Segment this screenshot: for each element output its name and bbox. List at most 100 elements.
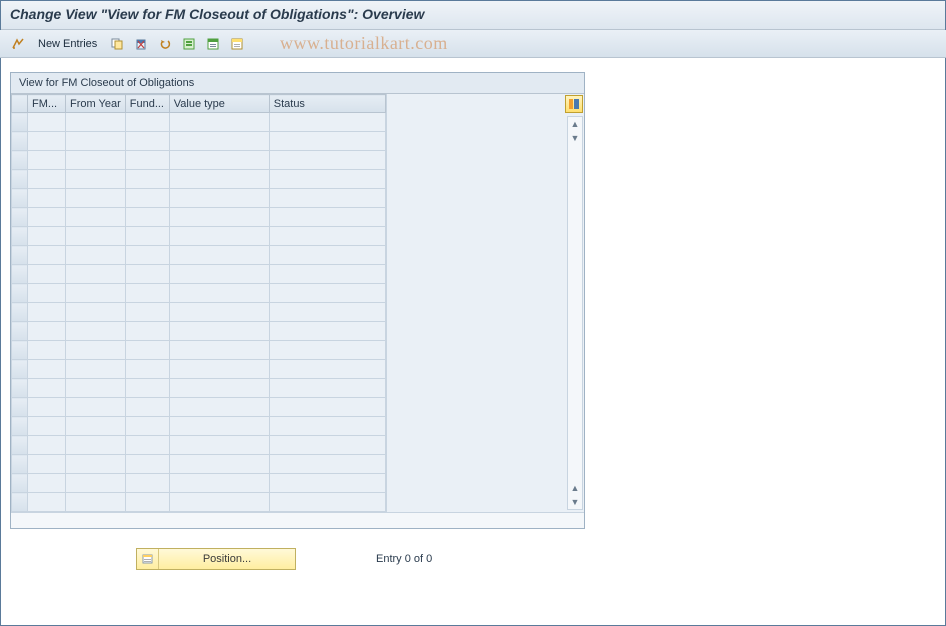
- table-cell[interactable]: [125, 398, 169, 417]
- toggle-icon[interactable]: [8, 34, 28, 54]
- table-cell[interactable]: [28, 265, 66, 284]
- table-cell[interactable]: [66, 151, 126, 170]
- table-cell[interactable]: [28, 113, 66, 132]
- table-cell[interactable]: [169, 113, 269, 132]
- table-row[interactable]: [12, 322, 386, 341]
- table-cell[interactable]: [169, 208, 269, 227]
- select-all-header[interactable]: [12, 95, 28, 113]
- table-cell[interactable]: [125, 227, 169, 246]
- table-cell[interactable]: [125, 341, 169, 360]
- undo-icon[interactable]: [155, 34, 175, 54]
- row-selector[interactable]: [12, 170, 28, 189]
- table-cell[interactable]: [66, 360, 126, 379]
- table-cell[interactable]: [169, 227, 269, 246]
- table-row[interactable]: [12, 132, 386, 151]
- row-selector[interactable]: [12, 341, 28, 360]
- table-cell[interactable]: [28, 474, 66, 493]
- table-cell[interactable]: [66, 379, 126, 398]
- table-row[interactable]: [12, 227, 386, 246]
- table-cell[interactable]: [169, 170, 269, 189]
- table-row[interactable]: [12, 246, 386, 265]
- table-cell[interactable]: [269, 151, 385, 170]
- table-cell[interactable]: [28, 170, 66, 189]
- table-cell[interactable]: [28, 455, 66, 474]
- data-grid[interactable]: FM...From YearFund...Value typeStatus: [11, 94, 386, 512]
- table-cell[interactable]: [66, 436, 126, 455]
- table-row[interactable]: [12, 284, 386, 303]
- scroll-down2-icon[interactable]: ▼: [568, 495, 582, 509]
- table-cell[interactable]: [28, 151, 66, 170]
- table-cell[interactable]: [28, 189, 66, 208]
- table-cell[interactable]: [66, 132, 126, 151]
- table-row[interactable]: [12, 208, 386, 227]
- table-row[interactable]: [12, 151, 386, 170]
- table-cell[interactable]: [28, 322, 66, 341]
- table-cell[interactable]: [66, 284, 126, 303]
- table-cell[interactable]: [169, 417, 269, 436]
- table-cell[interactable]: [28, 379, 66, 398]
- table-cell[interactable]: [125, 246, 169, 265]
- table-cell[interactable]: [28, 227, 66, 246]
- table-cell[interactable]: [269, 303, 385, 322]
- row-selector[interactable]: [12, 132, 28, 151]
- table-cell[interactable]: [169, 493, 269, 512]
- table-cell[interactable]: [169, 284, 269, 303]
- table-cell[interactable]: [28, 398, 66, 417]
- table-cell[interactable]: [269, 322, 385, 341]
- row-selector[interactable]: [12, 303, 28, 322]
- table-cell[interactable]: [125, 151, 169, 170]
- table-cell[interactable]: [169, 322, 269, 341]
- column-header[interactable]: FM...: [28, 95, 66, 113]
- row-selector[interactable]: [12, 208, 28, 227]
- table-cell[interactable]: [269, 132, 385, 151]
- table-cell[interactable]: [169, 455, 269, 474]
- select-block-icon[interactable]: [203, 34, 223, 54]
- table-cell[interactable]: [269, 455, 385, 474]
- select-all-icon[interactable]: [179, 34, 199, 54]
- table-cell[interactable]: [66, 170, 126, 189]
- table-cell[interactable]: [169, 379, 269, 398]
- table-cell[interactable]: [169, 436, 269, 455]
- new-entries-button[interactable]: New Entries: [32, 34, 103, 54]
- table-cell[interactable]: [125, 284, 169, 303]
- table-cell[interactable]: [269, 436, 385, 455]
- table-row[interactable]: [12, 474, 386, 493]
- table-cell[interactable]: [125, 189, 169, 208]
- table-cell[interactable]: [125, 303, 169, 322]
- table-cell[interactable]: [169, 303, 269, 322]
- table-row[interactable]: [12, 398, 386, 417]
- table-cell[interactable]: [269, 170, 385, 189]
- table-cell[interactable]: [125, 208, 169, 227]
- table-cell[interactable]: [269, 493, 385, 512]
- row-selector[interactable]: [12, 417, 28, 436]
- table-cell[interactable]: [66, 322, 126, 341]
- row-selector[interactable]: [12, 246, 28, 265]
- table-cell[interactable]: [125, 132, 169, 151]
- table-cell[interactable]: [66, 303, 126, 322]
- table-row[interactable]: [12, 170, 386, 189]
- table-cell[interactable]: [28, 436, 66, 455]
- table-cell[interactable]: [66, 189, 126, 208]
- table-cell[interactable]: [269, 398, 385, 417]
- row-selector[interactable]: [12, 227, 28, 246]
- table-row[interactable]: [12, 265, 386, 284]
- table-cell[interactable]: [66, 493, 126, 512]
- table-row[interactable]: [12, 360, 386, 379]
- table-row[interactable]: [12, 341, 386, 360]
- table-row[interactable]: [12, 436, 386, 455]
- scroll-track[interactable]: [568, 145, 582, 481]
- table-cell[interactable]: [125, 455, 169, 474]
- table-cell[interactable]: [269, 113, 385, 132]
- table-cell[interactable]: [66, 474, 126, 493]
- horizontal-scrollbar[interactable]: [11, 512, 584, 528]
- table-cell[interactable]: [269, 379, 385, 398]
- row-selector[interactable]: [12, 322, 28, 341]
- table-cell[interactable]: [125, 474, 169, 493]
- table-cell[interactable]: [28, 417, 66, 436]
- row-selector[interactable]: [12, 360, 28, 379]
- table-cell[interactable]: [269, 265, 385, 284]
- table-cell[interactable]: [66, 113, 126, 132]
- table-cell[interactable]: [28, 132, 66, 151]
- table-cell[interactable]: [125, 265, 169, 284]
- table-cell[interactable]: [269, 474, 385, 493]
